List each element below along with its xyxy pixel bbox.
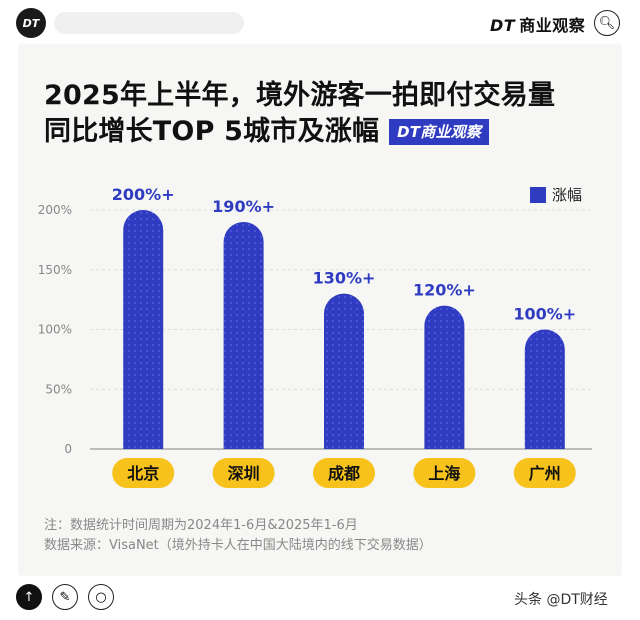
y-tick-label: 200% — [38, 203, 72, 217]
y-tick-label: 50% — [45, 382, 72, 396]
y-tick-label: 100% — [38, 323, 72, 337]
search-bar-placeholder[interactable] — [54, 12, 244, 34]
note-period: 注：数据统计时间周期为2024年1-6月&2025年1-6月 — [44, 518, 358, 533]
data-label: 190%+ — [212, 197, 275, 216]
category-pill — [313, 458, 375, 488]
source-tag: 头条 @DT财经 — [514, 592, 608, 608]
bar — [524, 329, 565, 449]
dt-logo-icon[interactable]: DT — [16, 8, 46, 38]
category-pill — [112, 458, 175, 488]
data-label: 120%+ — [413, 281, 476, 300]
category-pill — [513, 458, 576, 488]
data-label: 200%+ — [112, 185, 175, 204]
category-pill — [413, 458, 476, 488]
category-label: 北京 — [127, 464, 159, 483]
user-icon[interactable]: ○ — [88, 584, 114, 610]
chart-card — [18, 44, 622, 576]
category-label: 上海 — [428, 464, 460, 483]
note-source: 数据来源：VisaNet（境外持卡人在中国大陆境内的线下交易数据） — [44, 538, 432, 553]
y-tick-label: 0 — [64, 442, 72, 456]
category-label: 成都 — [328, 464, 360, 483]
bar — [223, 221, 264, 449]
pencil-icon[interactable]: ✎ — [52, 584, 78, 610]
category-pill — [212, 458, 275, 488]
brand-title: DT 商业观察 — [490, 16, 586, 35]
bottom-bar: ↑ ✎ ○ 头条 @DT财经 — [0, 578, 640, 620]
legend-label: 涨幅 — [552, 186, 583, 204]
bar — [424, 305, 465, 449]
data-label: 130%+ — [313, 269, 376, 288]
chart-title: 2025年上半年，境外游客一拍即付交易量 同比增长TOP 5城市及涨幅 DT商业观… — [44, 78, 555, 150]
title-line-2: 同比增长TOP 5城市及涨幅 DT商业观察 — [44, 114, 555, 150]
legend-swatch — [530, 186, 546, 203]
category-label: 广州 — [529, 464, 561, 483]
search-icon[interactable]: 🔍︎ — [594, 10, 620, 36]
title-badge: DT商业观察 — [389, 119, 490, 145]
category-label: 深圳 — [228, 464, 260, 483]
y-tick-label: 150% — [38, 263, 72, 277]
top-bar: DT DT 商业观察 🔍︎ — [0, 0, 640, 44]
arrow-up-icon[interactable]: ↑ — [16, 584, 42, 610]
legend: 涨幅 — [530, 184, 582, 205]
bar — [123, 210, 164, 449]
title-line-1: 2025年上半年，境外游客一拍即付交易量 — [44, 80, 556, 111]
data-label: 100%+ — [513, 305, 576, 324]
bar — [324, 293, 364, 449]
